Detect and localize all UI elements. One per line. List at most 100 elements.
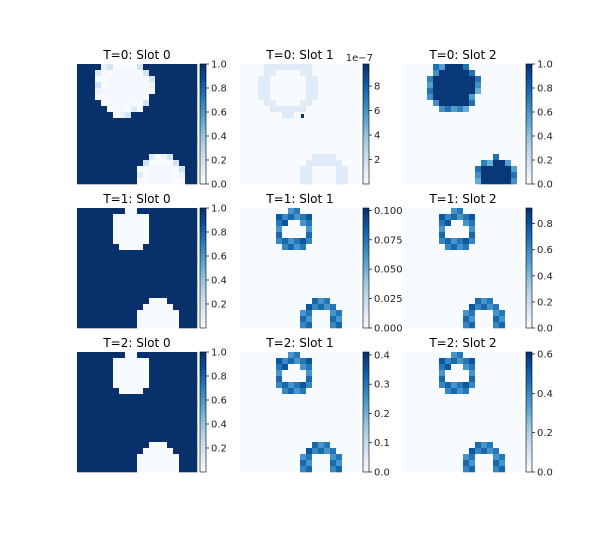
heatmap-cell — [83, 280, 90, 287]
colorbar-segment — [200, 250, 206, 254]
heatmap-cell — [149, 316, 156, 323]
heatmap-cell — [113, 130, 120, 137]
heatmap-cell — [294, 262, 301, 269]
heatmap-cell — [282, 94, 289, 101]
colorbar-tick-label: 1.0 — [211, 204, 227, 215]
heatmap-cell — [264, 118, 271, 125]
heatmap-cell — [324, 460, 331, 467]
heatmap-cell — [481, 94, 488, 101]
heatmap-cell — [95, 436, 102, 443]
heatmap-cell — [451, 466, 458, 473]
colorbar-segment — [200, 460, 206, 464]
heatmap-cell — [427, 232, 434, 239]
heatmap-cell — [433, 376, 440, 383]
heatmap-cell — [240, 304, 247, 311]
heatmap-cell — [137, 226, 144, 233]
heatmap-cell — [240, 286, 247, 293]
heatmap-cell — [336, 214, 343, 221]
heatmap-cell — [318, 172, 325, 179]
heatmap-cell — [258, 424, 265, 431]
heatmap-cell — [457, 400, 464, 407]
heatmap-cell — [499, 220, 506, 227]
heatmap-cell — [306, 148, 313, 155]
heatmap-cell — [95, 424, 102, 431]
heatmap-cell — [288, 298, 295, 305]
heatmap-cell — [155, 118, 162, 125]
heatmap-cell — [191, 442, 198, 449]
heatmap-cell — [288, 400, 295, 407]
heatmap-cell — [499, 106, 506, 113]
heatmap-cell — [324, 430, 331, 437]
heatmap-cell — [445, 118, 452, 125]
colorbar-tick-label: 0.4 — [374, 350, 390, 361]
heatmap-cell — [131, 106, 138, 113]
heatmap-cell — [143, 394, 150, 401]
heatmap-cell — [125, 322, 132, 329]
heatmap-cell — [107, 136, 114, 143]
heatmap-cell — [445, 394, 452, 401]
heatmap-cell — [481, 394, 488, 401]
heatmap-cell — [348, 436, 355, 443]
heatmap-cell — [161, 358, 168, 365]
heatmap-cell — [505, 172, 512, 179]
colorbar-segment — [200, 106, 206, 110]
heatmap-cell — [137, 292, 144, 299]
heatmap-cell — [463, 286, 470, 293]
heatmap-cell — [487, 262, 494, 269]
heatmap-cell — [240, 430, 247, 437]
heatmap-cell — [83, 208, 90, 215]
heatmap-cell — [403, 130, 410, 137]
heatmap-cell — [83, 400, 90, 407]
heatmap-cell — [445, 298, 452, 305]
heatmap-cell — [300, 88, 307, 95]
colorbar-segment — [363, 295, 369, 299]
heatmap-cell — [505, 262, 512, 269]
heatmap-cell — [155, 82, 162, 89]
colorbar-segment — [363, 400, 369, 404]
colorbar-segment — [526, 385, 532, 389]
heatmap-cell — [179, 208, 186, 215]
heatmap-cell — [252, 226, 259, 233]
heatmap-cell — [149, 304, 156, 311]
heatmap-cell — [463, 166, 470, 173]
colorbar-segment — [363, 391, 369, 395]
colorbar-segment — [200, 301, 206, 305]
heatmap-cell — [318, 274, 325, 281]
heatmap-cell — [246, 256, 253, 263]
heatmap-cell — [77, 214, 84, 221]
heatmap-cell — [457, 220, 464, 227]
heatmap-cell — [445, 178, 452, 185]
heatmap-cell — [312, 280, 319, 287]
heatmap-cell — [179, 400, 186, 407]
heatmap-cell — [403, 268, 410, 275]
colorbar-segment — [526, 217, 532, 221]
heatmap-cell — [191, 316, 198, 323]
heatmap-cell — [113, 316, 120, 323]
heatmap-cell — [113, 304, 120, 311]
heatmap-cell — [161, 238, 168, 245]
heatmap-cell — [415, 358, 422, 365]
heatmap-cell — [421, 148, 428, 155]
heatmap-cell — [505, 310, 512, 317]
colorbar-segment — [363, 286, 369, 290]
heatmap-cell — [463, 268, 470, 275]
heatmap-cell — [270, 382, 277, 389]
heatmap-cell — [505, 220, 512, 227]
heatmap-cell — [137, 370, 144, 377]
heatmap-cell — [101, 448, 108, 455]
heatmap-cell — [294, 130, 301, 137]
heatmap-cell — [95, 316, 102, 323]
heatmap-cell — [342, 388, 349, 395]
heatmap-cell — [131, 418, 138, 425]
heatmap-cell — [342, 406, 349, 413]
heatmap-cell — [125, 70, 132, 77]
colorbar-segment — [200, 115, 206, 119]
heatmap-cell — [131, 82, 138, 89]
heatmap-cell — [89, 82, 96, 89]
heatmap-cell — [83, 388, 90, 395]
heatmap-cell — [475, 448, 482, 455]
heatmap-cell — [89, 106, 96, 113]
heatmap-cell — [505, 178, 512, 185]
heatmap-cell — [101, 118, 108, 125]
heatmap-cell — [469, 400, 476, 407]
